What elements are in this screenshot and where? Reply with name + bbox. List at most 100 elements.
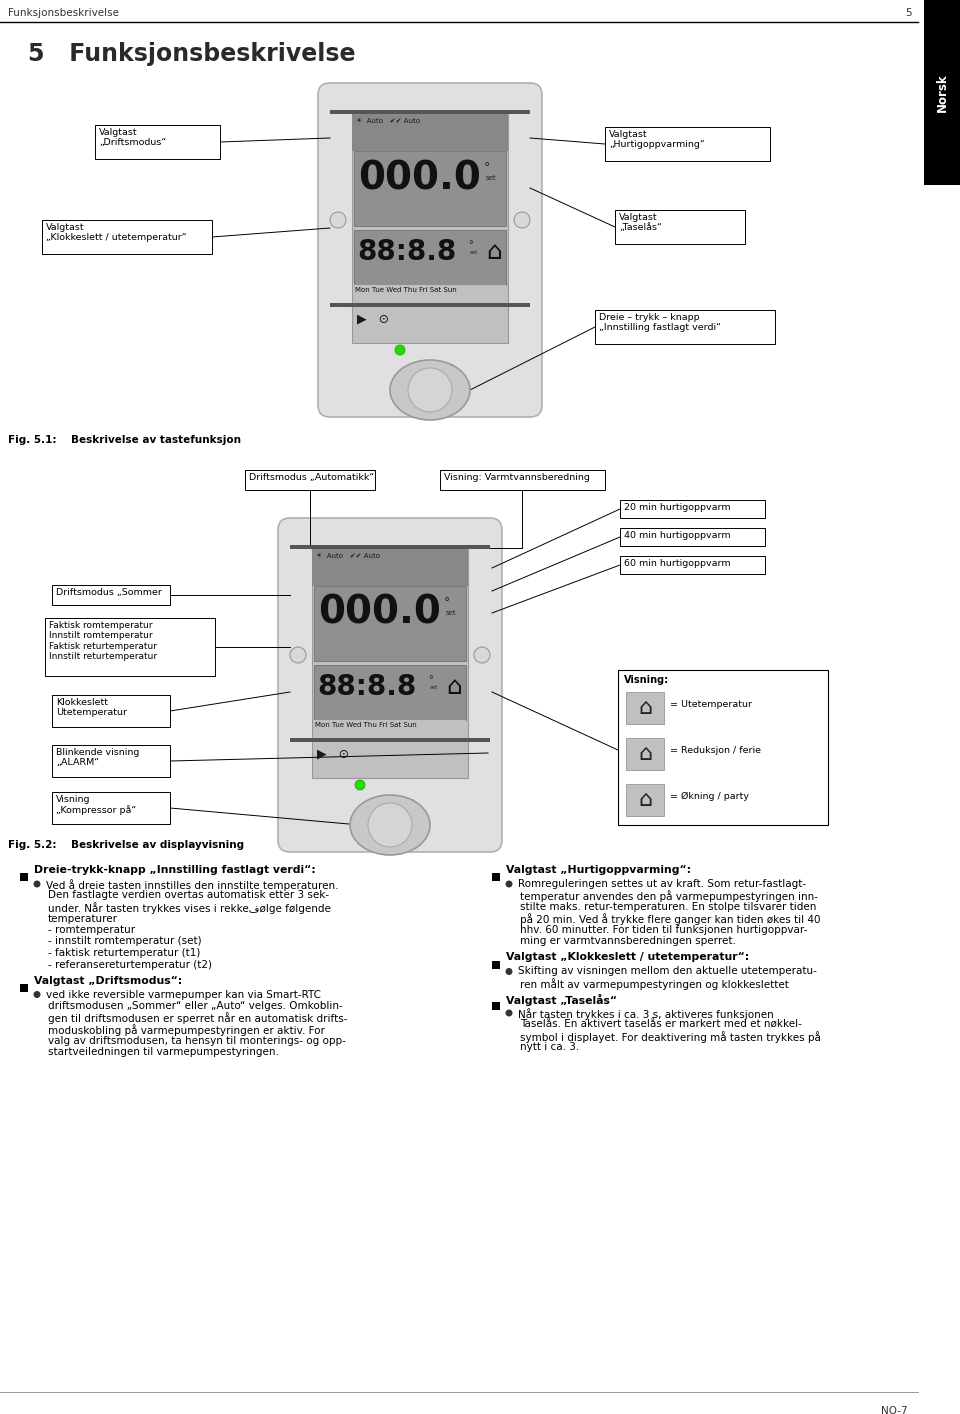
Bar xyxy=(352,113,508,151)
Text: Blinkende visning
„ALARM“: Blinkende visning „ALARM“ xyxy=(56,748,139,768)
Text: Visning
„Kompressor på“: Visning „Kompressor på“ xyxy=(56,795,136,816)
Text: +: + xyxy=(448,363,457,373)
Circle shape xyxy=(506,969,513,976)
Text: 000.0: 000.0 xyxy=(358,158,481,197)
Text: Taselås. En aktivert taselås er markert med et nøkkel-: Taselås. En aktivert taselås er markert … xyxy=(520,1019,802,1029)
Text: -: - xyxy=(362,797,366,807)
Bar xyxy=(314,585,466,660)
Ellipse shape xyxy=(390,361,470,420)
Circle shape xyxy=(355,781,365,790)
Text: Mon Tue Wed Thu Fri Sat Sun: Mon Tue Wed Thu Fri Sat Sun xyxy=(315,723,417,728)
Circle shape xyxy=(290,648,306,663)
Bar xyxy=(314,720,466,737)
Text: Dreie – trykk – knapp
„Innstilling fastlagt verdi“: Dreie – trykk – knapp „Innstilling fastl… xyxy=(599,312,721,332)
Text: Visning:: Visning: xyxy=(624,674,669,684)
Bar xyxy=(615,211,745,245)
Bar xyxy=(626,691,664,724)
Bar xyxy=(312,549,468,585)
Text: +: + xyxy=(408,797,418,807)
Text: 20 min hurtigoppvarm: 20 min hurtigoppvarm xyxy=(624,503,731,512)
FancyBboxPatch shape xyxy=(278,518,502,853)
Text: temperatur anvendes den på varmepumpestyringen inn-: temperatur anvendes den på varmepumpesty… xyxy=(520,891,818,902)
Text: driftsmodusen „Sommer“ eller „Auto“ velges. Omkoblin-: driftsmodusen „Sommer“ eller „Auto“ velg… xyxy=(48,1001,343,1011)
Bar xyxy=(626,783,664,816)
Circle shape xyxy=(506,1010,513,1017)
Text: = Reduksjon / ferie: = Reduksjon / ferie xyxy=(670,747,761,755)
Text: Valgtast
„Driftsmodus“: Valgtast „Driftsmodus“ xyxy=(99,129,166,147)
Bar xyxy=(354,151,506,226)
Text: - referansereturtemperatur (t2): - referansereturtemperatur (t2) xyxy=(48,960,212,970)
Text: 40 min hurtigoppvarm: 40 min hurtigoppvarm xyxy=(624,532,731,540)
Bar xyxy=(52,585,170,605)
Bar xyxy=(620,556,765,574)
Bar xyxy=(620,527,765,546)
Text: ⌂: ⌂ xyxy=(638,699,652,718)
Circle shape xyxy=(506,881,513,888)
Text: Visning: Varmtvannsberedning: Visning: Varmtvannsberedning xyxy=(444,474,589,482)
Text: - romtemperatur: - romtemperatur xyxy=(48,925,135,935)
Bar xyxy=(354,230,506,286)
Text: Valgtast
„Klokkeslett / utetemperatur“: Valgtast „Klokkeslett / utetemperatur“ xyxy=(46,223,186,242)
Bar xyxy=(290,738,490,742)
Bar xyxy=(440,469,605,491)
Text: 5: 5 xyxy=(905,8,912,18)
Text: ⌂: ⌂ xyxy=(486,240,502,264)
Text: på 20 min. Ved å trykke flere ganger kan tiden økes til 40: på 20 min. Ved å trykke flere ganger kan… xyxy=(520,913,821,925)
Text: Driftsmodus „Automatikk“: Driftsmodus „Automatikk“ xyxy=(249,474,374,482)
Bar xyxy=(290,544,490,549)
Text: °: ° xyxy=(444,595,450,609)
Text: °: ° xyxy=(484,161,491,174)
Text: ⌂: ⌂ xyxy=(638,744,652,764)
Text: NO-7: NO-7 xyxy=(881,1406,908,1414)
Text: temperaturer: temperaturer xyxy=(48,913,118,923)
Text: stilte maks. retur-temperaturen. En stolpe tilsvarer tiden: stilte maks. retur-temperaturen. En stol… xyxy=(520,902,816,912)
Bar xyxy=(618,670,828,824)
Circle shape xyxy=(474,648,490,663)
Text: Valgtast „Hurtigoppvarming“:: Valgtast „Hurtigoppvarming“: xyxy=(506,865,691,875)
Text: set: set xyxy=(446,609,457,617)
Text: Den fastlagte verdien overtas automatisk etter 3 sek-: Den fastlagte verdien overtas automatisk… xyxy=(48,891,329,901)
Text: ⌂: ⌂ xyxy=(446,674,462,699)
Text: Funksjonsbeskrivelse: Funksjonsbeskrivelse xyxy=(8,8,119,18)
Text: Romreguleringen settes ut av kraft. Som retur-fastlagt-: Romreguleringen settes ut av kraft. Som … xyxy=(518,880,806,889)
Circle shape xyxy=(395,345,405,355)
Bar xyxy=(45,618,215,676)
Bar xyxy=(626,738,664,771)
Text: moduskobling på varmepumpestyringen er aktiv. For: moduskobling på varmepumpestyringen er a… xyxy=(48,1024,324,1036)
Text: set: set xyxy=(470,250,478,255)
Bar xyxy=(330,110,530,115)
Text: ▶   ⊙: ▶ ⊙ xyxy=(317,747,349,759)
Circle shape xyxy=(408,368,452,411)
Bar xyxy=(620,501,765,518)
Text: set: set xyxy=(486,175,496,181)
Ellipse shape xyxy=(350,795,430,855)
Text: Norsk: Norsk xyxy=(935,74,948,112)
Text: symbol i displayet. For deaktivering må tasten trykkes på: symbol i displayet. For deaktivering må … xyxy=(520,1031,821,1044)
Text: Valgtast „Driftsmodus“:: Valgtast „Driftsmodus“: xyxy=(34,976,182,986)
Text: Skifting av visningen mellom den aktuelle utetemperatu-: Skifting av visningen mellom den aktuell… xyxy=(518,967,817,977)
Bar xyxy=(245,469,375,491)
Text: set: set xyxy=(430,684,439,690)
Bar xyxy=(492,1003,500,1010)
Bar xyxy=(924,0,960,185)
Bar xyxy=(20,872,28,881)
Bar xyxy=(42,221,212,255)
Text: ☀  Auto   ✔✔ Auto: ☀ Auto ✔✔ Auto xyxy=(356,117,420,124)
Text: under. Når tasten trykkes vises i rekkeفølge følgende: under. Når tasten trykkes vises i rekkeف… xyxy=(48,902,331,913)
Text: ved ikke reversible varmepumper kan via Smart-RTC: ved ikke reversible varmepumper kan via … xyxy=(46,990,321,1000)
Circle shape xyxy=(34,881,40,888)
Text: Ved å dreie tasten innstilles den innstilte temperaturen.: Ved å dreie tasten innstilles den innsti… xyxy=(46,880,339,891)
Bar xyxy=(352,113,508,344)
Text: startveiledningen til varmepumpestyringen.: startveiledningen til varmepumpestyringe… xyxy=(48,1046,278,1058)
Text: Driftsmodus „Sommer: Driftsmodus „Sommer xyxy=(56,588,162,597)
Circle shape xyxy=(330,212,346,228)
Bar xyxy=(52,792,170,824)
Text: gen til driftsmodusen er sperret når en automatisk drifts-: gen til driftsmodusen er sperret når en … xyxy=(48,1012,348,1024)
Bar xyxy=(354,286,506,301)
Bar xyxy=(95,124,220,158)
Text: 5   Funksjonsbeskrivelse: 5 Funksjonsbeskrivelse xyxy=(28,42,355,66)
Bar xyxy=(492,960,500,969)
Text: °: ° xyxy=(428,674,433,684)
Text: ming er varmtvannsberedningen sperret.: ming er varmtvannsberedningen sperret. xyxy=(520,936,736,946)
Text: 88:8.8: 88:8.8 xyxy=(317,673,417,701)
